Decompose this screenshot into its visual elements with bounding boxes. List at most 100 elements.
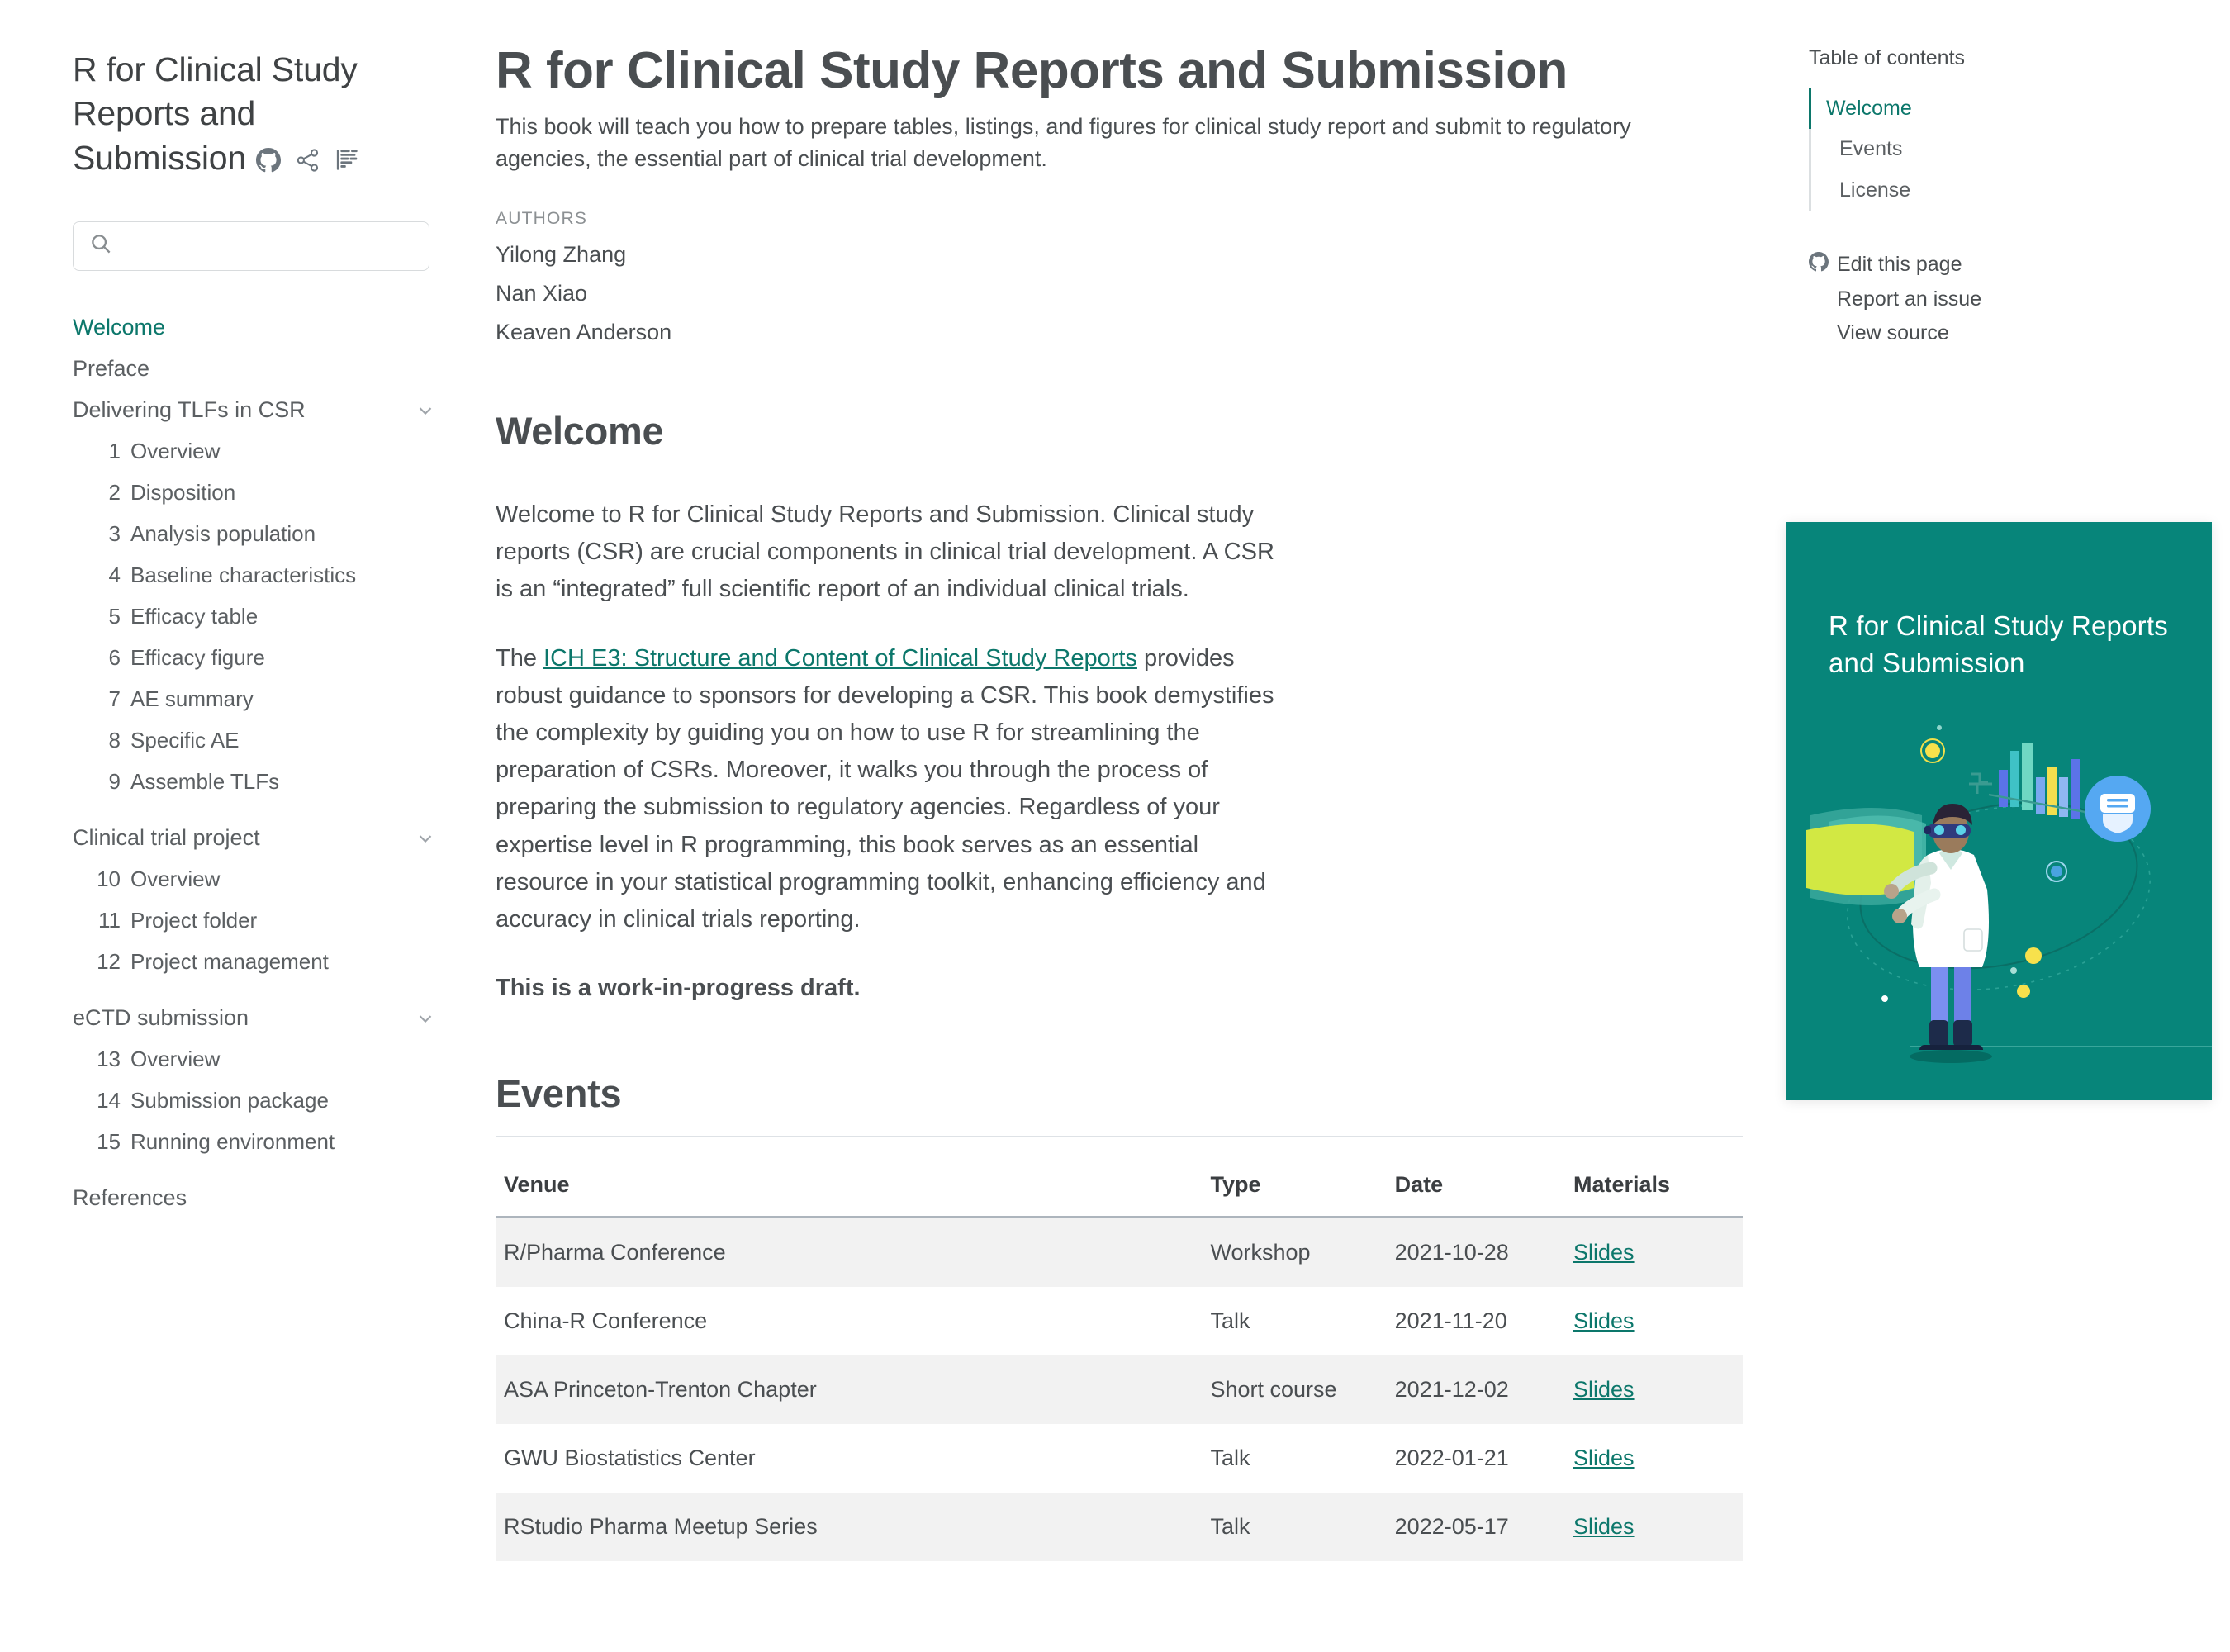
sidebar-item-efficacy-figure[interactable]: 6 Efficacy figure — [73, 638, 443, 679]
sidebar-item-label: Efficacy table — [130, 604, 259, 629]
toc-list: Welcome Events License — [1809, 88, 2189, 211]
sidebar-group-label: Delivering TLFs in CSR — [73, 397, 306, 423]
sidebar-item-project-management[interactable]: 12 Project management — [73, 942, 443, 983]
sidebar-item-number: 9 — [108, 769, 121, 795]
sidebar-group-delivering-tlfs-in-csr[interactable]: Delivering TLFs in CSR — [73, 390, 443, 431]
welcome-text-column: Welcome to R for Clinical Study Reports … — [496, 496, 1280, 1008]
sidebar-item-analysis-population[interactable]: 3 Analysis population — [73, 514, 443, 555]
slides-link[interactable]: Slides — [1573, 1376, 1635, 1402]
table-row: ASA Princeton-Trenton Chapter Short cour… — [496, 1355, 1743, 1424]
cell-venue: ASA Princeton-Trenton Chapter — [504, 1376, 817, 1402]
sidebar-item-label: Project management — [130, 949, 329, 975]
sidebar-item-label: Efficacy figure — [130, 645, 265, 671]
toc-item-license[interactable]: License — [1839, 178, 1911, 202]
table-row: RStudio Pharma Meetup Series Talk 2022-0… — [496, 1492, 1743, 1561]
slides-link[interactable]: Slides — [1573, 1445, 1635, 1470]
sidebar-item-efficacy-table[interactable]: 5 Efficacy table — [73, 596, 443, 638]
cell-date: 2022-05-17 — [1394, 1513, 1509, 1539]
sidebar-item-number: 7 — [108, 686, 121, 712]
cell-type: Short course — [1210, 1376, 1337, 1402]
sidebar-item-welcome[interactable]: Welcome — [73, 307, 443, 349]
slides-link[interactable]: Slides — [1573, 1513, 1635, 1539]
author-name: Yilong Zhang — [496, 241, 627, 267]
book-cover-title: R for Clinical Study Reports and Submiss… — [1829, 610, 2168, 678]
sidebar-group-ectd-submission[interactable]: eCTD submission — [73, 998, 443, 1039]
book-cover-image: R for Clinical Study Reports and Submiss… — [1786, 522, 2212, 1100]
sidebar-item-number: 5 — [108, 604, 121, 629]
events-table: Venue Type Date Materials R/Pharma Confe… — [496, 1171, 1743, 1561]
slides-link[interactable]: Slides — [1573, 1308, 1635, 1333]
cell-type: Talk — [1210, 1513, 1250, 1539]
chevron-down-icon[interactable] — [415, 1008, 436, 1029]
table-row: GWU Biostatistics Center Talk 2022-01-21… — [496, 1424, 1743, 1493]
events-table-body: R/Pharma Conference Workshop 2021-10-28 … — [496, 1217, 1743, 1561]
edit-this-page-label: Edit this page — [1837, 252, 1962, 276]
cover-illustration — [1806, 725, 2212, 1063]
sidebar-item-label: Baseline characteristics — [130, 563, 357, 588]
sidebar-nav: Welcome Preface Delivering TLFs in CSR 1… — [73, 307, 479, 1219]
sidebar-item-number: 1 — [108, 439, 121, 464]
sidebar-item-label: Overview — [130, 866, 221, 892]
github-icon — [1809, 251, 1829, 278]
sidebar-item-label: Specific AE — [130, 728, 240, 753]
cell-date: 2021-10-28 — [1394, 1239, 1509, 1265]
sidebar-item-preface[interactable]: Preface — [73, 349, 443, 390]
nav-spacer — [73, 803, 479, 818]
cell-venue: R/Pharma Conference — [504, 1239, 726, 1265]
sidebar-item-disposition[interactable]: 2 Disposition — [73, 472, 443, 514]
cell-type: Talk — [1210, 1308, 1250, 1333]
cell-date: 2022-01-21 — [1394, 1445, 1509, 1470]
github-icon[interactable] — [255, 147, 281, 173]
sidebar-book-title[interactable]: R for Clinical Study Reports and Submiss… — [73, 48, 420, 180]
sidebar-item-label: Overview — [130, 439, 221, 464]
work-in-progress-note: This is a work-in-progress draft. — [496, 975, 861, 1002]
sidebar-item-ae-summary[interactable]: 7 AE summary — [73, 679, 443, 720]
sidebar-item-submission-package[interactable]: 14 Submission package — [73, 1080, 443, 1122]
sidebar-item-overview-13[interactable]: 13 Overview — [73, 1039, 443, 1080]
toc-item-events[interactable]: Events — [1839, 137, 1903, 161]
sidebar-item-label: Preface — [73, 356, 150, 382]
welcome-heading: Welcome — [496, 408, 664, 453]
chevron-down-icon[interactable] — [415, 400, 436, 421]
code-tools-icon[interactable] — [335, 148, 360, 173]
sidebar-item-assemble-tlfs[interactable]: 9 Assemble TLFs — [73, 762, 443, 803]
sidebar-item-running-environment[interactable]: 15 Running environment — [73, 1122, 443, 1163]
report-an-issue-action[interactable]: Report an issue — [1809, 282, 2189, 316]
cell-venue: RStudio Pharma Meetup Series — [504, 1513, 818, 1539]
sidebar-item-project-folder[interactable]: 11 Project folder — [73, 900, 443, 942]
column-header-materials: Materials — [1573, 1171, 1743, 1218]
sidebar-item-label: Overview — [130, 1047, 221, 1072]
edit-this-page-action[interactable]: Edit this page — [1809, 247, 2189, 282]
cell-materials: Slides — [1573, 1424, 1743, 1493]
sidebar: R for Clinical Study Reports and Submiss… — [0, 0, 479, 1652]
sidebar-group-clinical-trial-project[interactable]: Clinical trial project — [73, 818, 443, 859]
authors-label: AUTHORS — [496, 208, 588, 228]
sidebar-item-baseline-characteristics[interactable]: 4 Baseline characteristics — [73, 555, 443, 596]
cell-materials: Slides — [1573, 1493, 1743, 1561]
sidebar-item-number: 4 — [108, 563, 121, 588]
sidebar-item-number: 2 — [108, 480, 121, 506]
search-box[interactable] — [73, 221, 429, 271]
share-icon[interactable] — [296, 148, 320, 173]
sidebar-item-number: 3 — [108, 521, 121, 547]
author-name: Keaven Anderson — [496, 319, 672, 344]
sidebar-item-references[interactable]: References — [73, 1178, 443, 1219]
sidebar-item-label: Assemble TLFs — [130, 769, 280, 795]
toc-heading: Table of contents — [1809, 46, 1966, 69]
toc-item-welcome[interactable]: Welcome — [1811, 88, 2189, 129]
chevron-down-icon[interactable] — [415, 828, 436, 849]
nav-spacer — [73, 1163, 479, 1178]
sidebar-item-number: 12 — [97, 949, 121, 975]
sidebar-item-overview-10[interactable]: 10 Overview — [73, 859, 443, 900]
sidebar-item-specific-ae[interactable]: 8 Specific AE — [73, 720, 443, 762]
para2-suffix: provides robust guidance to sponsors for… — [496, 644, 1274, 933]
sidebar-item-label: References — [73, 1185, 187, 1211]
ich-e3-link[interactable]: ICH E3: Structure and Content of Clinica… — [543, 644, 1137, 672]
cell-materials: Slides — [1573, 1287, 1743, 1355]
search-input[interactable] — [121, 233, 412, 259]
sidebar-item-number: 10 — [97, 866, 121, 892]
view-source-action[interactable]: View source — [1809, 316, 2189, 350]
sidebar-item-overview-1[interactable]: 1 Overview — [73, 431, 443, 472]
slides-link[interactable]: Slides — [1573, 1239, 1635, 1265]
sidebar-item-number: 15 — [97, 1129, 121, 1155]
